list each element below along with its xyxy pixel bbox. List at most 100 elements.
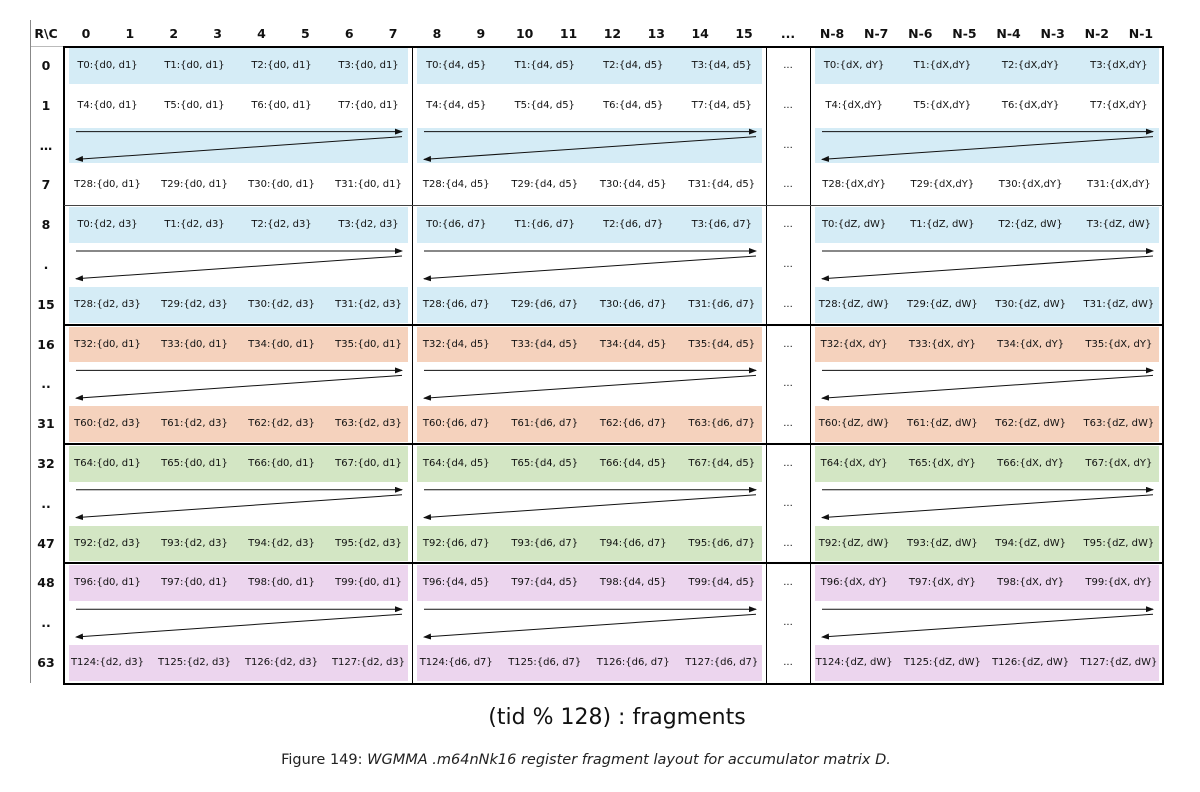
left-header: 3 <box>213 26 222 41</box>
row-label: 8 <box>41 217 51 233</box>
fragment-cell: T29:{d6, d7} <box>511 298 579 310</box>
mid-ellipsis: ... <box>783 577 793 589</box>
row-band <box>69 207 408 243</box>
row-band <box>815 525 1159 562</box>
fragment-cell: T64:{d0, d1} <box>74 457 141 469</box>
fragment-cell: T125:{d2, d3} <box>157 656 232 668</box>
row-band <box>69 565 408 602</box>
fragment-cell: T97:{dX, dY} <box>908 577 976 589</box>
fragment-cell: T127:{dZ, dW} <box>1080 656 1158 668</box>
fragment-cell: T4:{dX,dY} <box>825 99 883 111</box>
fragment-cell: T93:{dZ, dW} <box>907 537 978 549</box>
left-header: 13 <box>647 26 666 41</box>
row-label: 32 <box>37 455 55 471</box>
row-band <box>417 207 762 243</box>
row-band <box>417 127 762 164</box>
arrow-return <box>821 613 1154 640</box>
arrow-return <box>75 136 403 162</box>
fragment-cell: T31:{d0, d1} <box>335 179 402 191</box>
fragment-cell: T28:{d6, d7} <box>422 298 490 310</box>
row-band <box>69 286 408 323</box>
mid-ellipsis: ... <box>783 338 793 350</box>
group-separator <box>63 443 1164 445</box>
fragment-cell: T5:{d4, d5} <box>514 99 575 111</box>
left-header: 7 <box>388 26 398 41</box>
group-separator <box>63 562 1164 565</box>
fragment-cell: T1:{d4, d5} <box>514 59 575 71</box>
row-band <box>69 48 408 84</box>
fragment-cell: T92:{d2, d3} <box>74 537 141 549</box>
caption-text: WGMMA .m64nNk16 register fragment layout… <box>367 752 891 768</box>
outer-left-rule <box>30 20 31 683</box>
right-header: N-6 <box>908 26 933 41</box>
fragment-cell: T2:{d0, d1} <box>251 59 312 71</box>
fragment-cell: T3:{d0, d1} <box>338 59 399 71</box>
fragment-cell: T125:{dZ, dW} <box>903 656 981 668</box>
fragment-cell: T32:{d4, d5} <box>422 338 490 350</box>
fragment-cell: T60:{d2, d3} <box>74 418 141 430</box>
fragment-cell: T34:{d4, d5} <box>599 338 667 350</box>
fragment-cell: T97:{d4, d5} <box>511 577 579 589</box>
left-header: 2 <box>169 26 179 41</box>
arrow-return <box>75 494 403 521</box>
table-bottom-border <box>63 682 1164 685</box>
left-header: 5 <box>300 26 310 41</box>
fragment-cell: T0:{dX, dY} <box>823 59 885 71</box>
fragment-cell: T2:{dX,dY} <box>1001 59 1060 71</box>
fragment-cell: T33:{dX, dY} <box>908 338 976 350</box>
corner-label: R\C <box>34 26 58 41</box>
fragment-cell: T30:{d4, d5} <box>599 179 667 191</box>
mid-ellipsis: ... <box>783 656 793 668</box>
fragment-cell: T29:{d2, d3} <box>161 298 228 310</box>
mid-ellipsis: ... <box>783 258 793 270</box>
arrow-return <box>423 613 757 640</box>
fragment-cell: T3:{dZ, dW} <box>1086 219 1152 231</box>
fragment-cell: T0:{dZ, dW} <box>821 219 887 231</box>
fragment-cell: T98:{d4, d5} <box>599 577 667 589</box>
fragment-cell: T67:{d4, d5} <box>688 457 756 469</box>
row-band <box>815 286 1159 323</box>
right-header: N-2 <box>1084 26 1109 41</box>
fragment-cell: T30:{d2, d3} <box>248 298 315 310</box>
fragment-cell: T6:{dX,dY} <box>1001 99 1060 111</box>
right-header: N-1 <box>1128 26 1154 41</box>
mid-ellipsis: ... <box>783 179 793 191</box>
fragment-cell: T97:{d0, d1} <box>161 577 228 589</box>
fragment-cell: T2:{d6, d7} <box>603 219 664 231</box>
row-band <box>417 525 762 562</box>
fragment-cell: T3:{d2, d3} <box>338 219 399 231</box>
fragment-cell: T93:{d2, d3} <box>161 537 228 549</box>
caption-prefix: Figure 149: <box>281 752 368 768</box>
fragment-cell: T65:{dX, dY} <box>908 457 976 469</box>
arrow-return <box>75 613 403 640</box>
section-divider <box>810 46 811 683</box>
fragment-cell: T31:{d4, d5} <box>688 179 756 191</box>
fragment-cell: T66:{dX, dY} <box>997 457 1065 469</box>
fragment-cell: T28:{d4, d5} <box>422 179 490 191</box>
fragment-cell: T65:{d0, d1} <box>161 457 228 469</box>
fragment-cell: T34:{d0, d1} <box>248 338 315 350</box>
section-divider <box>412 46 413 683</box>
group-separator <box>63 323 1164 326</box>
mid-ellipsis: ... <box>783 219 793 231</box>
fragment-cell: T4:{d4, d5} <box>426 99 487 111</box>
fragment-cell: T127:{d2, d3} <box>331 656 406 668</box>
fragment-cell: T2:{d2, d3} <box>251 219 312 231</box>
half-separator <box>64 205 1163 207</box>
left-header: 1 <box>125 26 135 41</box>
fragment-cell: T66:{d0, d1} <box>248 457 315 469</box>
row-label: .. <box>41 376 51 392</box>
arrow-return <box>75 255 403 282</box>
fragment-cell: T31:{dZ, dW} <box>1083 298 1155 310</box>
fragment-cell: T4:{d0, d1} <box>77 99 138 111</box>
row-band <box>417 645 762 681</box>
fragment-cell: T65:{d4, d5} <box>511 457 579 469</box>
fragment-cell: T7:{d4, d5} <box>691 99 752 111</box>
fragment-cell: T32:{d0, d1} <box>74 338 141 350</box>
fragment-cell: T3:{dX,dY} <box>1090 59 1148 71</box>
right-header: N-4 <box>996 26 1021 41</box>
arrow-return <box>423 374 757 401</box>
left-header: 12 <box>603 26 622 41</box>
fragment-cell: T96:{d4, d5} <box>422 577 490 589</box>
fragment-cell: T94:{dZ, dW} <box>995 537 1066 549</box>
